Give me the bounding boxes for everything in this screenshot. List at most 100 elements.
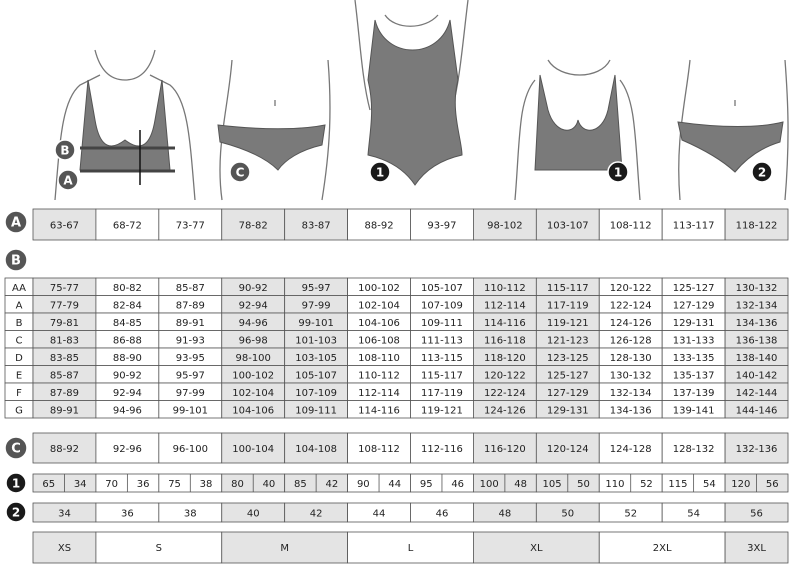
- cell-text: 113-115: [421, 353, 463, 364]
- body-outline: [54, 49, 196, 201]
- size-label: XL: [530, 543, 543, 554]
- cell-text: 46: [436, 509, 449, 520]
- cell-text: 115: [668, 479, 687, 490]
- cell-text: 50: [577, 479, 590, 490]
- cell-text: 85-87: [176, 283, 205, 294]
- cell-text: 95: [420, 479, 433, 490]
- cell-text: 102-104: [358, 300, 400, 311]
- cell-text: 130-132: [736, 283, 778, 294]
- badge-label: 1: [376, 166, 384, 180]
- cell-text: 44: [373, 509, 386, 520]
- cell-text: 111-113: [421, 335, 463, 346]
- badge-label: 2: [758, 166, 766, 180]
- cell-text: 109-111: [421, 318, 463, 329]
- row-label: D: [15, 353, 23, 364]
- cell-text: 90-92: [113, 370, 142, 381]
- cell-text: 88-92: [50, 444, 79, 455]
- cell-text: 105: [543, 479, 562, 490]
- cell: [410, 432, 474, 464]
- badge-label: A: [63, 174, 73, 188]
- cell-text: 100-102: [358, 283, 400, 294]
- badge-label: 2: [12, 506, 20, 520]
- cell: [221, 432, 286, 464]
- cell: [158, 208, 223, 241]
- cell-text: 77-79: [50, 300, 79, 311]
- cell-text: 129-131: [673, 318, 715, 329]
- cell-text: 127-129: [673, 300, 715, 311]
- garment: [677, 121, 784, 173]
- cell-text: 99-101: [173, 405, 208, 416]
- cell-text: 134-136: [610, 405, 652, 416]
- cell-text: 98-100: [235, 353, 270, 364]
- cell-text: 34: [58, 509, 71, 520]
- illustrations: [54, 0, 789, 201]
- size-cell: [598, 531, 726, 564]
- garment: [217, 124, 326, 171]
- cell-text: 100: [480, 479, 499, 490]
- cell-text: 108-112: [610, 221, 652, 232]
- cell: [284, 432, 348, 464]
- cell-text: 44: [388, 479, 401, 490]
- cell-text: 100-104: [232, 444, 274, 455]
- cell-text: 42: [325, 479, 338, 490]
- row-label: E: [16, 370, 22, 381]
- cell-text: 86-88: [113, 335, 142, 346]
- cell-text: 124-126: [484, 405, 526, 416]
- cell-text: 114-116: [358, 405, 400, 416]
- cell-text: 40: [263, 479, 276, 490]
- cell: [598, 432, 663, 464]
- cell-text: 142-144: [736, 388, 778, 399]
- cell-text: 97-99: [176, 388, 205, 399]
- garment: [79, 79, 171, 171]
- row-label: A: [16, 300, 23, 311]
- cell-text: 96-100: [173, 444, 208, 455]
- cell-text: 105-107: [295, 370, 337, 381]
- cell-text: 144-146: [736, 405, 778, 416]
- cell-text: 134-136: [736, 318, 778, 329]
- cell: [535, 208, 600, 241]
- cell-text: 89-91: [50, 405, 79, 416]
- cell-text: 117-119: [421, 388, 463, 399]
- cell-text: 42: [310, 509, 323, 520]
- size-cell: [95, 531, 223, 564]
- cell-text: 91-93: [176, 335, 205, 346]
- cell-text: 50: [561, 509, 574, 520]
- size-label: M: [280, 543, 289, 554]
- cell-text: 89-91: [176, 318, 205, 329]
- cell-text: 113-117: [673, 221, 715, 232]
- badge: [229, 161, 251, 183]
- cell-text: 116-118: [484, 335, 526, 346]
- cell: [221, 208, 286, 241]
- cell-text: 117-119: [547, 300, 589, 311]
- cell-text: 120: [731, 479, 750, 490]
- cell-text: 103-105: [295, 353, 337, 364]
- cell-text: 87-89: [50, 388, 79, 399]
- body-outline: [514, 59, 641, 201]
- cell-text: 85: [294, 479, 307, 490]
- cell-text: 107-109: [295, 388, 337, 399]
- cell-text: 106-108: [358, 335, 400, 346]
- cell-text: 121-123: [547, 335, 589, 346]
- cell: [284, 208, 348, 241]
- badge: [369, 161, 391, 183]
- cell-text: 101-103: [295, 335, 337, 346]
- cell: [724, 400, 789, 419]
- cell-text: 138-140: [736, 353, 778, 364]
- badge: [4, 210, 28, 234]
- cell-text: 56: [766, 479, 779, 490]
- size-cell: [347, 531, 474, 564]
- cell: [598, 208, 663, 241]
- cell-text: 120-122: [610, 283, 652, 294]
- badge-label: B: [60, 144, 69, 158]
- cell-text: 88-90: [113, 353, 142, 364]
- cell-text: 125-127: [547, 370, 589, 381]
- cell-text: 112-114: [484, 300, 526, 311]
- cell-text: 118-122: [736, 221, 778, 232]
- cell-text: 112-114: [358, 388, 400, 399]
- cell-text: 103-107: [547, 221, 589, 232]
- cell-text: 104-106: [358, 318, 400, 329]
- cell-text: 100-102: [232, 370, 274, 381]
- cell-text: 139-141: [673, 405, 715, 416]
- cell-text: 34: [74, 479, 87, 490]
